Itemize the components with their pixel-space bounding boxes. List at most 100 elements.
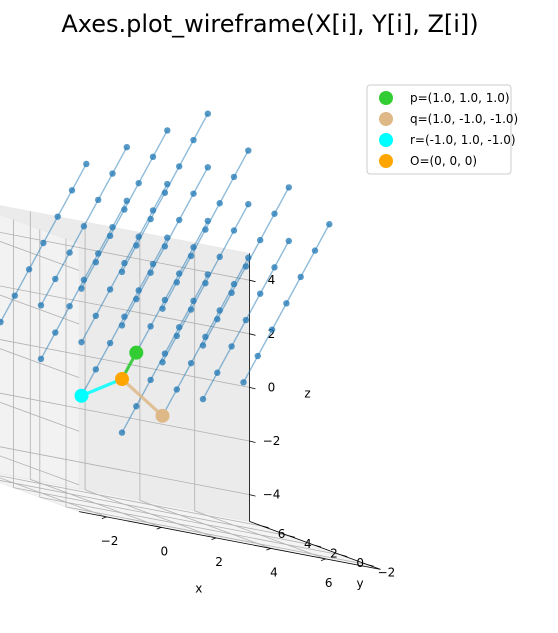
vector-marker bbox=[74, 388, 89, 403]
lattice-point bbox=[204, 110, 211, 117]
lattice-point bbox=[135, 233, 142, 240]
lattice-point bbox=[37, 302, 45, 309]
lattice-point bbox=[161, 189, 169, 196]
legend: p=(1.0, 1.0, 1.0) q=(1.0, -1.0, -1.0) r=(-… bbox=[366, 84, 518, 175]
x-tick-mark bbox=[320, 558, 326, 561]
x-axis-line bbox=[79, 511, 381, 570]
lattice-point bbox=[78, 285, 85, 292]
lattice-point bbox=[135, 287, 142, 294]
vector-line bbox=[80, 377, 123, 398]
lattice-point bbox=[106, 232, 114, 240]
vector-marker bbox=[155, 408, 170, 423]
lattice-point bbox=[230, 227, 238, 234]
lattice-point bbox=[228, 343, 235, 350]
y-tick-mark bbox=[288, 535, 295, 538]
lattice-point bbox=[228, 289, 235, 296]
x-tick-label: 4 bbox=[270, 565, 278, 579]
lattice-point bbox=[204, 217, 211, 225]
x-tick-mark bbox=[156, 527, 162, 530]
z-gridline-left bbox=[0, 348, 80, 379]
y-gridline-floor bbox=[13, 487, 316, 546]
lattice-point bbox=[311, 247, 319, 254]
x-tick-label: 2 bbox=[215, 555, 223, 569]
lattice-point bbox=[123, 144, 130, 151]
lattice-point bbox=[52, 329, 59, 336]
legend-label: q=(1.0, -1.0, -1.0) bbox=[410, 112, 518, 126]
lattice-point bbox=[204, 271, 211, 278]
lattice-point bbox=[95, 250, 102, 257]
z-tick-mark bbox=[249, 333, 256, 336]
x-tick-label: 0 bbox=[160, 544, 168, 558]
lattice-point bbox=[216, 200, 223, 207]
z-tick-label: −4 bbox=[263, 488, 281, 502]
y-tick-label: 0 bbox=[356, 556, 364, 570]
lattice-point bbox=[190, 190, 197, 197]
lattice-point bbox=[204, 164, 211, 171]
z-tick-label: 4 bbox=[268, 273, 276, 287]
lattice-point bbox=[80, 223, 88, 230]
y-tick-mark bbox=[367, 564, 374, 567]
lattice-point bbox=[176, 270, 183, 277]
lattice-point bbox=[121, 206, 128, 213]
lattice-point bbox=[216, 253, 223, 261]
lattice-point bbox=[202, 226, 209, 233]
vector-marker bbox=[115, 372, 129, 386]
lattice-point bbox=[92, 312, 100, 319]
lattice-point bbox=[190, 244, 197, 251]
lattice-point bbox=[135, 179, 142, 187]
vector-line bbox=[120, 377, 164, 418]
lattice-point bbox=[245, 254, 252, 261]
lattice-point bbox=[164, 234, 171, 241]
lattice-point bbox=[147, 269, 154, 276]
y-gridline-floor bbox=[0, 480, 289, 537]
lattice-point bbox=[164, 127, 171, 134]
y-gridline-floor bbox=[0, 475, 263, 527]
lattice-point bbox=[149, 207, 157, 214]
z-gridline-back bbox=[0, 285, 250, 335]
wireframe-lattice bbox=[0, 110, 333, 436]
axis-panes bbox=[0, 205, 381, 570]
y-axis-label: y bbox=[356, 576, 363, 590]
lattice-point bbox=[190, 297, 197, 305]
y-gridline-floor bbox=[39, 496, 342, 556]
lattice-point bbox=[121, 313, 128, 320]
z-tick-label: −2 bbox=[263, 434, 281, 448]
lattice-point bbox=[187, 306, 195, 313]
lattice-point bbox=[11, 292, 18, 299]
y-tick-mark bbox=[262, 525, 269, 529]
z-gridline-back bbox=[0, 339, 250, 388]
x-tick-mark bbox=[101, 516, 107, 519]
lattice-point bbox=[118, 268, 126, 275]
lattice-point bbox=[66, 303, 73, 310]
lattice-point bbox=[187, 359, 195, 367]
legend-box bbox=[366, 84, 512, 175]
x-axis-label: x bbox=[195, 582, 202, 596]
lattice-point bbox=[106, 339, 114, 347]
x-tick-mark bbox=[266, 548, 272, 551]
z-tick-mark bbox=[249, 279, 256, 283]
lattice-point bbox=[173, 386, 180, 393]
lattice-point bbox=[164, 180, 171, 188]
lattice-point bbox=[80, 276, 88, 284]
lattice-point bbox=[202, 333, 209, 340]
lattice-point bbox=[147, 215, 154, 223]
lattice-point bbox=[285, 237, 292, 245]
z-tick-mark bbox=[249, 494, 256, 497]
lattice-point bbox=[176, 324, 183, 331]
z-gridline-left bbox=[0, 294, 80, 325]
vector-marker bbox=[129, 345, 144, 360]
lattice-point bbox=[297, 273, 304, 281]
lattice-point bbox=[173, 279, 180, 286]
lattice-point bbox=[245, 200, 252, 208]
lattice-point bbox=[92, 259, 100, 266]
lattice-point bbox=[149, 260, 157, 268]
z-tick-mark bbox=[249, 387, 256, 390]
lattice-point bbox=[133, 242, 140, 249]
lattice-point bbox=[78, 338, 85, 346]
y-tick-mark bbox=[314, 545, 322, 548]
y-tick-label: 4 bbox=[304, 537, 312, 551]
lattice-point bbox=[54, 213, 61, 220]
z-gridline-left bbox=[0, 241, 80, 271]
